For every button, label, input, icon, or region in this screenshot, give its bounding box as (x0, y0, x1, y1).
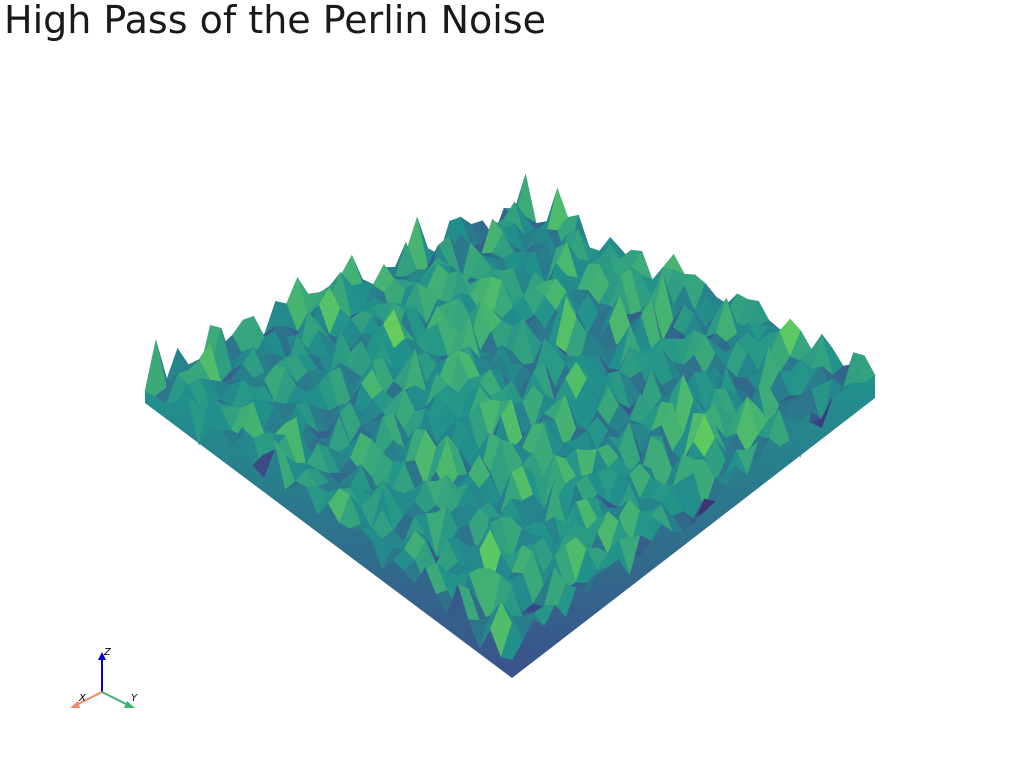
z-axis-label: Z (103, 647, 112, 658)
x-axis-label: X (78, 693, 87, 704)
y-axis-arrow (124, 701, 135, 708)
surface-skirt (512, 375, 875, 678)
x-axis-arrow (70, 701, 80, 708)
y-axis-label: Y (131, 693, 138, 704)
surface-patch (500, 623, 524, 660)
x-axis-line (75, 691, 103, 706)
plot-title: High Pass of the Perlin Noise (4, 0, 546, 42)
surface-skirt (145, 391, 512, 678)
orientation-axes-widget: Z X Y (70, 647, 138, 708)
noise-surface (144, 174, 876, 678)
y-axis-line (101, 691, 129, 706)
z-axis-arrow (98, 652, 106, 660)
